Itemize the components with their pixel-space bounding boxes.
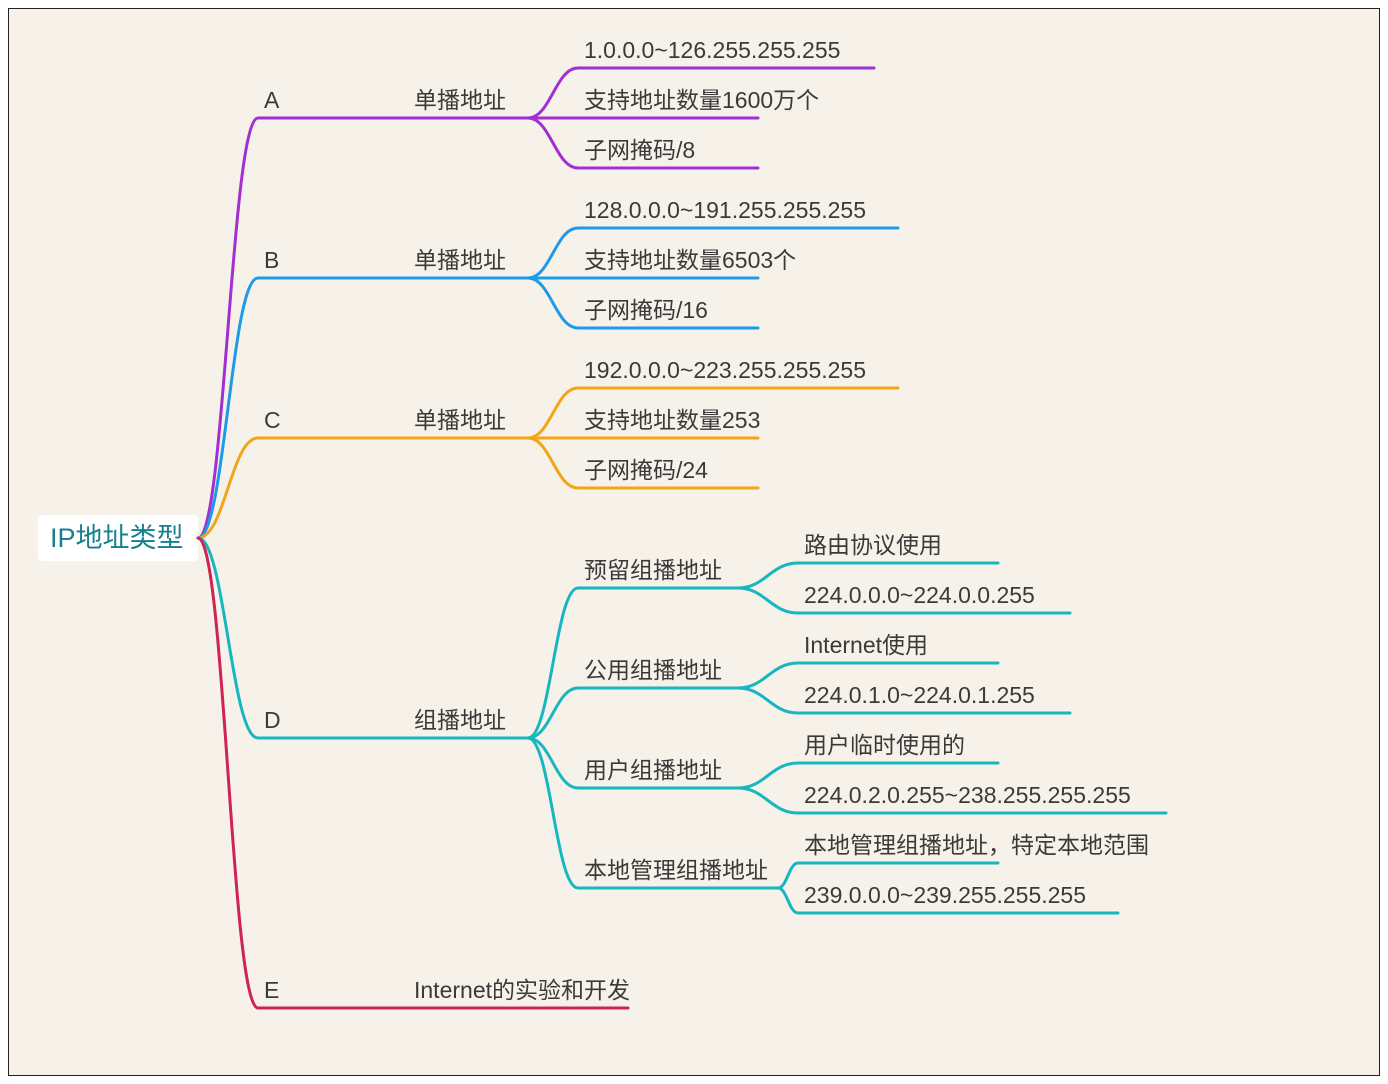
branch-A xyxy=(198,118,286,538)
leaf-D-2-0-label: 用户临时使用的 xyxy=(804,732,965,758)
node-A-child: 单播地址 xyxy=(414,87,506,113)
group-D-3-label: 本地管理组播地址 xyxy=(584,857,768,883)
leaf-B-2-label: 子网掩码/16 xyxy=(584,297,708,323)
mindmap-svg: IP地址类型 A 单播地址 1.0.0.0~126.255.255.255 支持地址数量… xyxy=(8,8,1380,1076)
branch-C xyxy=(198,438,286,538)
leaf-C-0-label: 192.0.0.0~223.255.255.255 xyxy=(584,357,866,383)
leaf-A-0-label: 1.0.0.0~126.255.255.255 xyxy=(584,37,840,63)
node-E: E xyxy=(264,977,279,1003)
branch-E xyxy=(198,538,286,1008)
node-A: A xyxy=(264,87,280,113)
leaf-A-1-label: 支持地址数量1600万个 xyxy=(584,87,819,113)
leaf-D-1-1-label: 224.0.1.0~224.0.1.255 xyxy=(804,682,1035,708)
leaf-D-3-1-label: 239.0.0.0~239.255.255.255 xyxy=(804,882,1086,908)
leaf-B-1-label: 支持地址数量6503个 xyxy=(584,247,796,273)
group-D-2-label: 用户组播地址 xyxy=(584,757,722,783)
group-D-0-label: 预留组播地址 xyxy=(584,557,722,583)
leaf-D-0-0-label: 路由协议使用 xyxy=(804,532,942,558)
leaf-D-0-1-label: 224.0.0.0~224.0.0.255 xyxy=(804,582,1035,608)
root-label: IP地址类型 xyxy=(50,523,184,553)
leaf-C-1-label: 支持地址数量253 xyxy=(584,407,760,433)
node-C-child: 单播地址 xyxy=(414,407,506,433)
leaf-D-1-0-label: Internet使用 xyxy=(804,632,928,658)
leaf-E: Internet的实验和开发 xyxy=(414,977,630,1003)
group-D-1-label: 公用组播地址 xyxy=(584,657,722,683)
node-B: B xyxy=(264,247,279,273)
leaf-D-2-1-label: 224.0.2.0.255~238.255.255.255 xyxy=(804,782,1131,808)
leaf-D-3-0-label: 本地管理组播地址，特定本地范围 xyxy=(804,832,1149,858)
node-C: C xyxy=(264,407,281,433)
node-B-child: 单播地址 xyxy=(414,247,506,273)
leaf-B-0-label: 128.0.0.0~191.255.255.255 xyxy=(584,197,866,223)
group-D-1 xyxy=(528,688,738,738)
leaf-C-2-label: 子网掩码/24 xyxy=(584,457,708,483)
node-D-child: 组播地址 xyxy=(414,707,506,733)
leaf-A-2-label: 子网掩码/8 xyxy=(584,137,695,163)
node-D: D xyxy=(264,707,281,733)
